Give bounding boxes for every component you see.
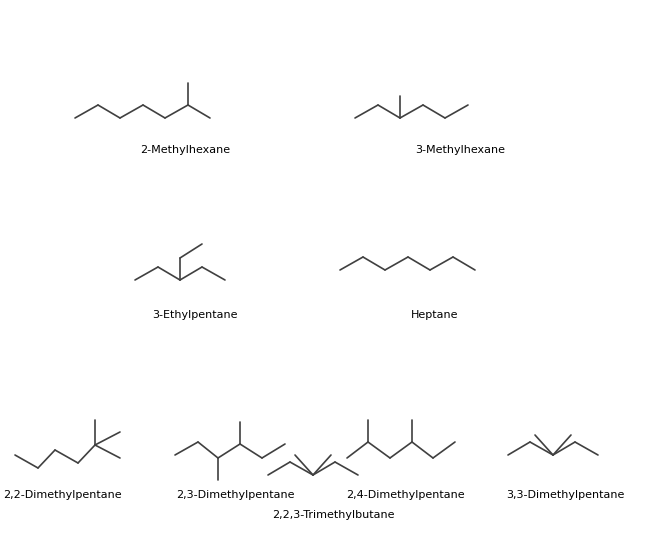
Text: 2,2,3-Trimethylbutane: 2,2,3-Trimethylbutane xyxy=(271,510,394,520)
Text: 2,2-Dimethylpentane: 2,2-Dimethylpentane xyxy=(3,490,121,500)
Text: 3-Methylhexane: 3-Methylhexane xyxy=(415,145,505,155)
Text: 2,3-Dimethylpentane: 2,3-Dimethylpentane xyxy=(175,490,294,500)
Text: 3-Ethylpentane: 3-Ethylpentane xyxy=(152,310,237,320)
Text: 3,3-Dimethylpentane: 3,3-Dimethylpentane xyxy=(506,490,624,500)
Text: Heptane: Heptane xyxy=(412,310,459,320)
Text: 2-Methylhexane: 2-Methylhexane xyxy=(140,145,230,155)
Text: 2,4-Dimethylpentane: 2,4-Dimethylpentane xyxy=(346,490,464,500)
